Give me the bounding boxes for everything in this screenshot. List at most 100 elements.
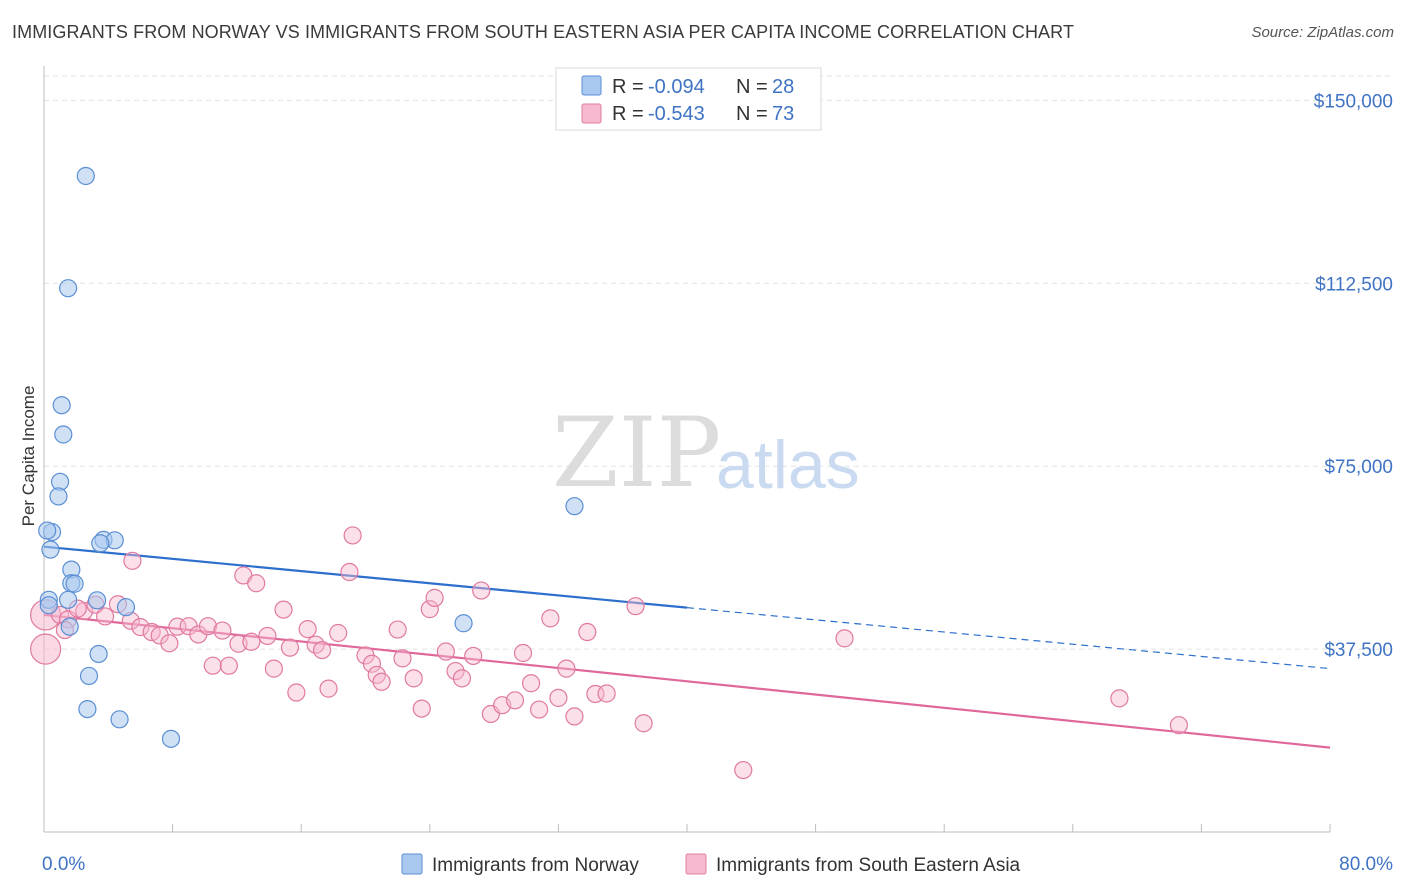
sea-point bbox=[446, 661, 465, 681]
sea-point bbox=[425, 588, 444, 607]
y-tick-label: $75,000 bbox=[1324, 457, 1393, 478]
sea-point bbox=[123, 551, 142, 570]
norway-point bbox=[60, 617, 79, 636]
norway-point bbox=[59, 590, 78, 609]
norway-point bbox=[52, 396, 71, 415]
sea-point bbox=[319, 679, 338, 698]
norway-point bbox=[116, 598, 136, 617]
legend-r-label-norway: R = bbox=[612, 76, 644, 98]
x-tick-label-min: 0.0% bbox=[42, 854, 85, 875]
norway-point bbox=[87, 591, 107, 610]
sea-point bbox=[1169, 716, 1188, 735]
sea-point bbox=[634, 714, 653, 733]
correlation-legend: R = -0.094 N = 28 R = -0.543 N = 73 bbox=[555, 67, 822, 131]
sea-point bbox=[274, 600, 293, 619]
sea-point bbox=[298, 619, 317, 639]
sea-point bbox=[213, 621, 232, 640]
y-tick-label: $112,500 bbox=[1315, 274, 1393, 295]
norway-trend-extension bbox=[686, 607, 1331, 670]
norway-point bbox=[454, 614, 473, 633]
y-axis-label: Per Capita Income bbox=[19, 386, 38, 527]
gridlines bbox=[44, 75, 1394, 650]
sea-point bbox=[280, 638, 300, 657]
sea-point bbox=[219, 656, 238, 675]
y-tick-label: $37,500 bbox=[1324, 640, 1393, 661]
sea-point bbox=[258, 626, 277, 646]
legend-n-value-sea: 73 bbox=[772, 103, 794, 125]
norway-point bbox=[59, 279, 78, 298]
bottom-legend-label-sea: Immigrants from South Eastern Asia bbox=[716, 855, 1021, 876]
sea-point bbox=[247, 574, 266, 593]
sea-point bbox=[362, 654, 382, 673]
sea-point bbox=[150, 626, 169, 645]
bottom-legend-label-norway: Immigrants from Norway bbox=[432, 855, 639, 876]
legend-r-value-norway: -0.094 bbox=[648, 76, 705, 98]
norway-point bbox=[49, 487, 68, 506]
sea-point bbox=[557, 659, 576, 678]
data-points bbox=[30, 166, 1188, 780]
norway-point bbox=[79, 666, 99, 686]
x-tick-labels: 0.0% 80.0% bbox=[42, 854, 1393, 875]
sea-point bbox=[472, 581, 491, 600]
legend-n-label-norway: N = bbox=[736, 76, 768, 98]
y-tick-label: $150,000 bbox=[1314, 91, 1393, 112]
sea-point bbox=[95, 607, 115, 626]
sea-point bbox=[521, 674, 541, 693]
norway-point bbox=[78, 699, 97, 719]
norway-point bbox=[39, 596, 58, 615]
norway-trend-line bbox=[43, 545, 688, 609]
legend-r-label-sea: R = bbox=[612, 103, 644, 125]
norway-point bbox=[110, 710, 129, 729]
sea-point bbox=[436, 642, 455, 661]
norway-point bbox=[38, 521, 57, 540]
sea-point bbox=[203, 656, 222, 675]
sea-point bbox=[420, 600, 439, 619]
source-label: Source: ZipAtlas.com bbox=[1251, 24, 1394, 41]
norway-point bbox=[161, 729, 181, 748]
sea-point bbox=[242, 632, 261, 651]
watermark-zip: ZIP bbox=[552, 397, 721, 509]
sea-point bbox=[329, 623, 348, 643]
sea-point bbox=[312, 640, 332, 660]
bottom-legend-swatch-sea bbox=[685, 853, 707, 875]
legend-n-label-sea: N = bbox=[736, 103, 768, 125]
y-tick-labels: $37,500 $75,000 $112,500 $150,000 bbox=[1314, 91, 1393, 661]
sea-point bbox=[287, 683, 306, 702]
sea-point bbox=[565, 707, 584, 726]
sea-point bbox=[549, 688, 568, 707]
sea-point bbox=[198, 617, 218, 636]
norway-point bbox=[91, 534, 110, 553]
sea-point bbox=[340, 562, 359, 582]
sea-point bbox=[734, 760, 753, 780]
watermark-atlas: atlas bbox=[716, 427, 860, 503]
legend-swatch-sea bbox=[581, 103, 602, 124]
x-tick-label-max: 80.0% bbox=[1339, 854, 1393, 875]
sea-point bbox=[541, 609, 560, 628]
sea-point bbox=[412, 699, 431, 718]
legend-r-value-sea: -0.543 bbox=[648, 103, 705, 125]
sea-point bbox=[264, 659, 283, 678]
sea-point bbox=[505, 691, 525, 710]
sea-point bbox=[131, 618, 150, 637]
chart-title: IMMIGRANTS FROM NORWAY VS IMMIGRANTS FRO… bbox=[12, 22, 1075, 42]
series-legend: Immigrants from Norway Immigrants from S… bbox=[401, 853, 1021, 876]
bottom-legend-swatch-norway bbox=[401, 853, 423, 875]
sea-point bbox=[30, 633, 62, 665]
sea-point bbox=[530, 700, 549, 719]
sea-point bbox=[452, 669, 472, 688]
norway-point bbox=[65, 574, 84, 593]
sea-point bbox=[388, 620, 407, 639]
axes bbox=[43, 66, 1331, 833]
sea-point bbox=[372, 672, 391, 691]
sea-point bbox=[404, 669, 423, 688]
norway-point bbox=[89, 644, 108, 664]
sea-point bbox=[464, 646, 483, 666]
legend-n-value-norway: 28 bbox=[772, 76, 794, 98]
norway-point bbox=[41, 540, 60, 559]
sea-point bbox=[393, 649, 412, 668]
sea-point bbox=[626, 597, 645, 616]
sea-point bbox=[1110, 689, 1129, 708]
sea-point bbox=[160, 634, 179, 653]
norway-point bbox=[565, 497, 584, 516]
